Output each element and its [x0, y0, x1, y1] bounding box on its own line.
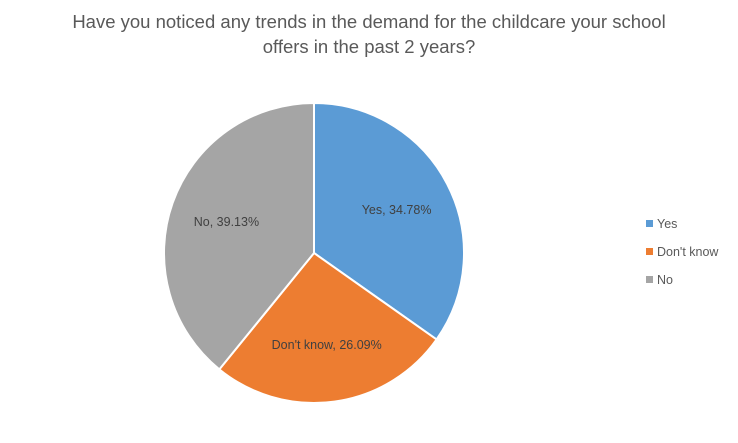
pie-slice-yes	[313, 101, 465, 341]
legend-label-yes: Yes	[657, 217, 677, 231]
data-labels: Yes, 34.78% Don't know, 26.09% No, 39.13%	[194, 203, 432, 352]
data-label-don-t-know: Don't know, 26.09%	[272, 338, 382, 352]
pie-slice-no	[163, 101, 315, 371]
pie-slices	[163, 101, 465, 404]
legend: Yes Don't know No	[646, 217, 719, 287]
data-label-no: No, 39.13%	[194, 215, 259, 229]
chart-title: Have you noticed any trends in the deman…	[72, 11, 665, 57]
legend-label-don-t-know: Don't know	[657, 245, 719, 259]
legend-swatch-don-t-know	[646, 248, 653, 255]
chart-title-line-1: Have you noticed any trends in the deman…	[72, 11, 665, 32]
data-label-yes: Yes, 34.78%	[362, 203, 432, 217]
chart-title-line-2: offers in the past 2 years?	[263, 36, 476, 57]
legend-swatch-yes	[646, 220, 653, 227]
pie-slice-don-t-know	[217, 251, 438, 404]
legend-swatch-no	[646, 276, 653, 283]
legend-label-no: No	[657, 273, 673, 287]
